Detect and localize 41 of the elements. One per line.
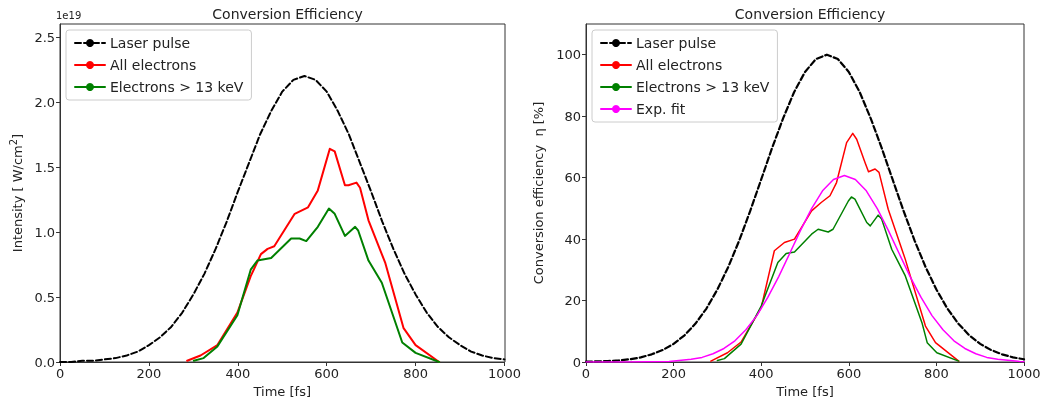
y-tick-label: 20: [564, 293, 581, 309]
line-series: [192, 207, 441, 363]
legend-label: Exp. fit: [636, 101, 686, 117]
y-tick-label: 1.0: [34, 224, 56, 240]
y-tick-label: 40: [564, 231, 581, 247]
legend-label: Laser pulse: [636, 35, 717, 51]
x-tick-label: 1000: [487, 366, 521, 381]
legend-label: All electrons: [636, 57, 723, 73]
x-tick-label: 800: [923, 366, 949, 381]
line-series: [716, 196, 960, 362]
y-tick-label: 60: [564, 170, 581, 186]
line-series: [710, 132, 960, 362]
x-axis-title: Time [fs]: [775, 383, 834, 399]
legend-label: Electrons > 13 keV: [636, 79, 770, 95]
legend-label: All electrons: [110, 57, 197, 73]
chart-title: Conversion Efficiency: [734, 6, 886, 22]
y-tick-label: 80: [564, 108, 581, 124]
x-tick-label: 0: [581, 366, 591, 381]
line-series: [186, 147, 441, 363]
x-tick-label: 400: [748, 366, 774, 381]
y-tick-label: 100: [556, 47, 581, 63]
y-tick-label: 0: [572, 354, 581, 370]
x-tick-label: 200: [136, 366, 162, 381]
y-tick-label: 0.5: [34, 289, 56, 305]
x-tick-label: 1000: [1007, 366, 1041, 381]
x-tick-label: 600: [836, 366, 862, 381]
y-tick-label: 2.0: [34, 94, 56, 110]
text: 1e19: [56, 9, 82, 21]
y-tick-label: 0.0: [34, 354, 56, 370]
x-tick-label: 200: [661, 366, 687, 381]
legend-label: Electrons > 13 keV: [110, 79, 244, 95]
chart-title: Conversion Efficiency: [212, 6, 363, 22]
x-tick-label: 800: [403, 366, 428, 381]
x-axis-title: Time [fs]: [252, 383, 311, 399]
y-axis-title: Conversion efficiency η [%]: [531, 101, 547, 285]
y-axis-title: Intensity [ W/cm2]: [7, 133, 25, 253]
legend-label: Laser pulse: [110, 35, 191, 51]
y-tick-label: 2.5: [34, 29, 56, 45]
y-tick-label: 1.5: [34, 159, 56, 175]
x-tick-label: 600: [314, 366, 340, 381]
x-tick-label: 400: [225, 366, 251, 381]
